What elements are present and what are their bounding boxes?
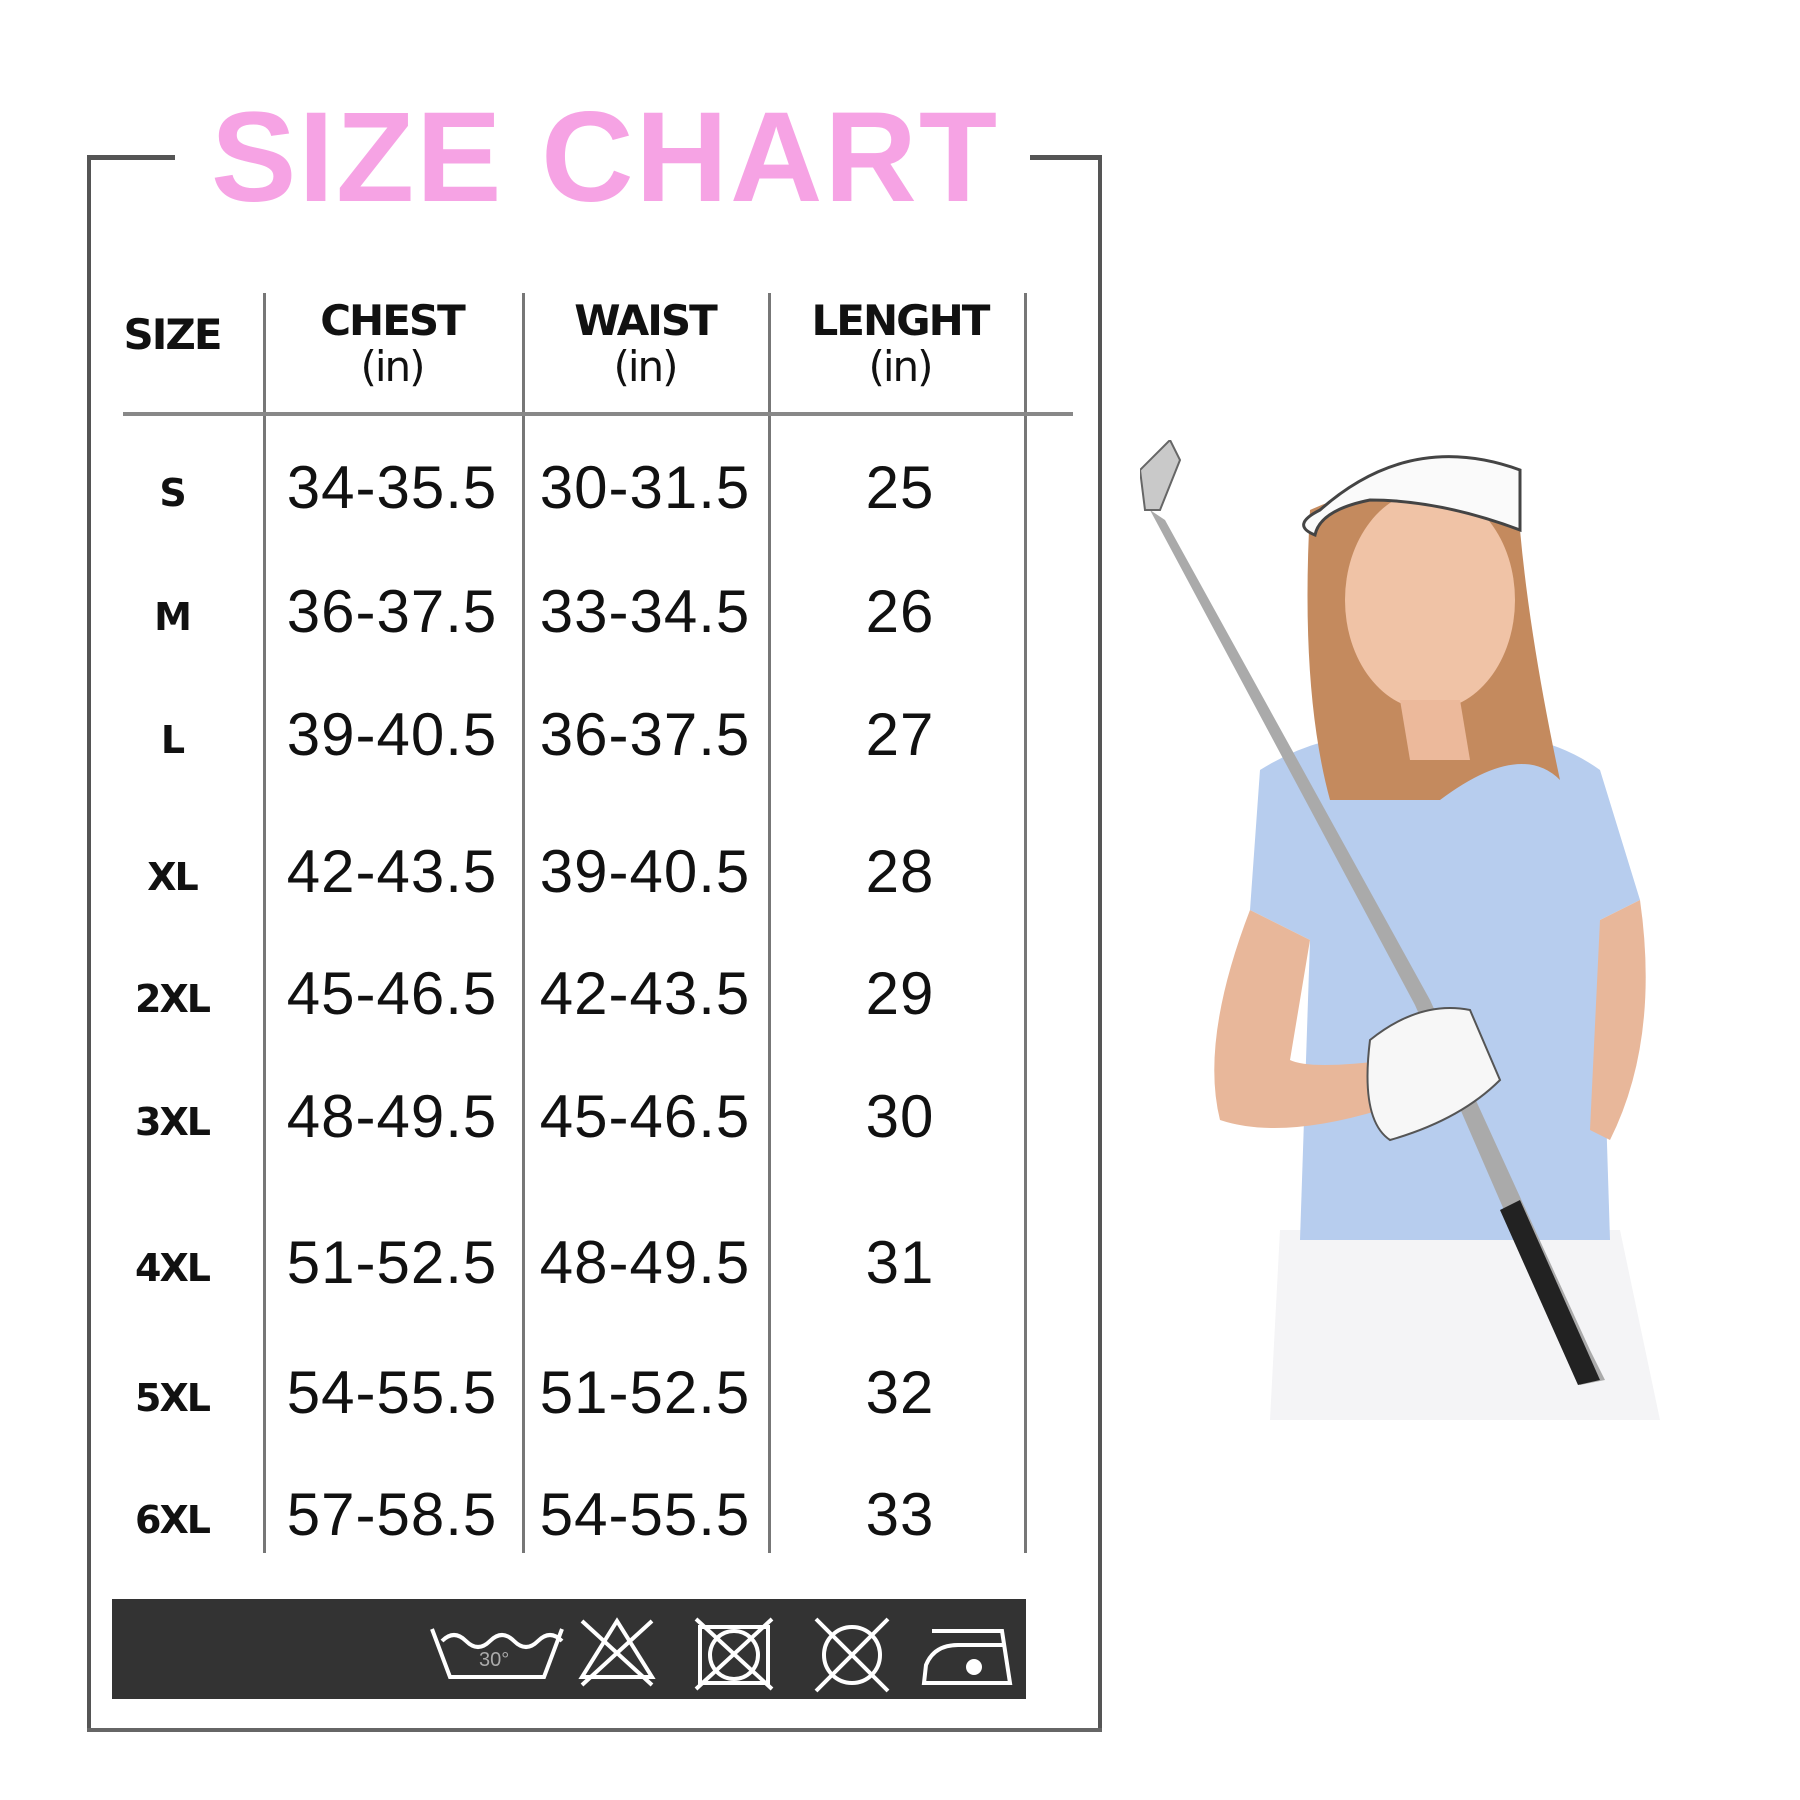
measurement-cell: 39-40.5: [539, 838, 751, 905]
header-label: LENGHT: [811, 296, 991, 345]
frame-left: [87, 155, 91, 1732]
column-header: LENGHT (in): [790, 298, 1010, 390]
visor: [1302, 455, 1522, 538]
header-label: SIZE: [123, 310, 222, 359]
column-divider: [263, 293, 266, 1553]
frame-bottom: [87, 1728, 1102, 1732]
measurement-cell: 51-52.5: [539, 1359, 751, 1426]
do-not-tumble-dry-icon: [694, 1617, 774, 1691]
page-title: SIZE CHART: [211, 86, 999, 229]
size-label: 6XL: [135, 1498, 211, 1542]
measurement-cell: 45-46.5: [286, 960, 498, 1027]
measurement-cell: 31: [865, 1229, 935, 1296]
measurement-cell: 48-49.5: [539, 1229, 751, 1296]
measurement-cell: 42-43.5: [539, 960, 751, 1027]
golfer-photo: [1138, 438, 1800, 1420]
header-unit: (in): [868, 342, 933, 391]
measurement-cell: 28: [865, 838, 935, 905]
size-label: 5XL: [135, 1376, 211, 1420]
measurement-cell: 32: [865, 1359, 935, 1426]
size-label: S: [159, 471, 186, 515]
measurement-cell: 29: [865, 960, 935, 1027]
arm: [1214, 910, 1390, 1128]
header-unit: (in): [360, 342, 425, 391]
header-unit: (in): [613, 342, 678, 391]
measurement-cell: 57-58.5: [286, 1481, 498, 1548]
column-divider: [522, 293, 525, 1553]
size-label: 3XL: [135, 1100, 211, 1144]
measurement-cell: 26: [865, 578, 935, 645]
glove: [1366, 1007, 1502, 1142]
column-header: CHEST (in): [282, 298, 502, 390]
size-label: XL: [147, 855, 199, 899]
measurement-cell: 34-35.5: [286, 454, 498, 521]
header-label: CHEST: [320, 296, 466, 345]
face: [1345, 490, 1515, 710]
care-band: 30°: [112, 1599, 1026, 1699]
measurement-cell: 27: [865, 701, 935, 768]
measurement-cell: 42-43.5: [286, 838, 498, 905]
measurement-cell: 54-55.5: [286, 1359, 498, 1426]
column-divider: [768, 293, 771, 1553]
column-header: WAIST (in): [535, 298, 755, 390]
golf-club: [1150, 510, 1605, 1385]
header-divider: [123, 412, 1073, 416]
do-not-dry-clean-icon: [814, 1617, 890, 1693]
measurement-cell: 30: [865, 1083, 935, 1150]
measurement-cell: 51-52.5: [286, 1229, 498, 1296]
iron-low-icon: [921, 1629, 1013, 1685]
measurement-cell: 30-31.5: [539, 454, 751, 521]
measurement-cell: 25: [865, 454, 935, 521]
frame-top-left: [87, 155, 175, 160]
size-label: 4XL: [135, 1246, 211, 1290]
size-label: L: [160, 718, 185, 762]
wash-30-icon: 30°: [430, 1628, 564, 1679]
frame-top-right: [1030, 155, 1102, 160]
measurement-cell: 54-55.5: [539, 1481, 751, 1548]
size-label: 2XL: [135, 977, 211, 1021]
svg-text:30°: 30°: [479, 1649, 509, 1671]
column-divider: [1024, 293, 1027, 1553]
measurement-cell: 36-37.5: [539, 701, 751, 768]
measurement-cell: 33-34.5: [539, 578, 751, 645]
measurement-cell: 36-37.5: [286, 578, 498, 645]
do-not-bleach-icon: [578, 1617, 656, 1687]
shirt: [1250, 734, 1640, 1240]
measurement-cell: 33: [865, 1481, 935, 1548]
column-header: SIZE: [62, 312, 282, 358]
measurement-cell: 48-49.5: [286, 1083, 498, 1150]
size-label: M: [154, 595, 192, 639]
frame-right: [1098, 155, 1102, 1732]
measurement-cell: 45-46.5: [539, 1083, 751, 1150]
header-label: WAIST: [574, 296, 717, 345]
measurement-cell: 39-40.5: [286, 701, 498, 768]
skirt: [1270, 1230, 1660, 1420]
